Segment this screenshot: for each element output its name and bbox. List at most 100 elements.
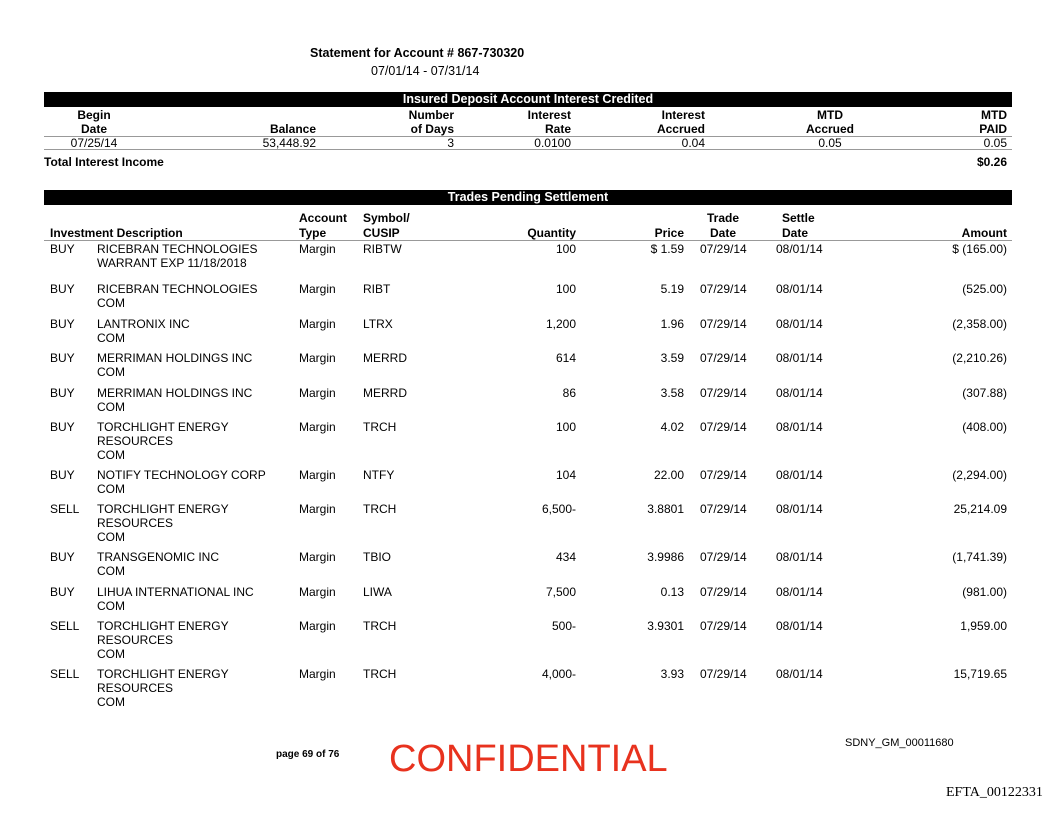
- trade-action: SELL: [50, 667, 80, 681]
- account-type: Margin: [299, 386, 336, 400]
- cell-mtd-accrued: 0.05: [818, 136, 842, 150]
- trade-action: SELL: [50, 619, 80, 633]
- account-type: Margin: [299, 351, 336, 365]
- investment-description: MERRIMAN HOLDINGS INC COM: [97, 351, 252, 379]
- col-symbol-cusip: Symbol/CUSIP: [363, 211, 410, 241]
- amount: (981.00): [962, 585, 1007, 599]
- trades-section-header: Trades Pending Settlement: [44, 190, 1012, 205]
- col-line: Symbol/: [363, 211, 410, 225]
- description-line: RESOURCES: [97, 633, 174, 647]
- quantity: 100: [555, 420, 576, 434]
- description-line: COM: [97, 365, 125, 379]
- account-type: Margin: [299, 420, 336, 434]
- symbol: TBIO: [363, 550, 392, 564]
- account-type: Margin: [299, 619, 336, 633]
- efta-id: EFTA_00122331: [946, 785, 1043, 800]
- divider: [44, 149, 1012, 150]
- trade-action: BUY: [50, 386, 75, 400]
- account-type: Margin: [299, 585, 336, 599]
- amount: $ (165.00): [952, 242, 1007, 256]
- statement-title: Statement for Account # 867-730320: [310, 46, 525, 60]
- col-line: CUSIP: [363, 226, 400, 240]
- trade-date: 07/29/14: [700, 550, 747, 564]
- total-interest-value: $0.26: [976, 155, 1007, 169]
- investment-description: TORCHLIGHT ENERGY RESOURCES COM: [97, 502, 229, 544]
- trade-action: BUY: [50, 550, 75, 564]
- quantity: 434: [555, 550, 576, 564]
- description-line: MERRIMAN HOLDINGS INC: [97, 386, 253, 400]
- description-line: WARRANT EXP 11/18/2018: [97, 256, 247, 270]
- col-interest-accrued: Interest Accrued: [605, 108, 705, 136]
- settle-date: 08/01/14: [776, 502, 823, 516]
- trade-date: 07/29/14: [700, 317, 747, 331]
- trade-action: BUY: [50, 242, 75, 256]
- description-line: TORCHLIGHT ENERGY: [97, 667, 229, 681]
- settle-date: 08/01/14: [776, 619, 823, 633]
- amount: (2,294.00): [952, 468, 1007, 482]
- symbol: MERRD: [363, 386, 407, 400]
- price: 3.8801: [647, 502, 684, 516]
- col-line: Date: [80, 122, 107, 136]
- investment-description: NOTIFY TECHNOLOGY CORP COM: [97, 468, 266, 496]
- cell-balance: 53,448.92: [262, 136, 316, 150]
- settle-date: 08/01/14: [776, 468, 823, 482]
- col-line: Interest: [661, 108, 705, 122]
- document-id: SDNY_GM_00011680: [845, 737, 954, 749]
- amount: (1,741.39): [952, 550, 1007, 564]
- col-price: Price: [654, 226, 684, 240]
- col-line: Begin: [77, 108, 111, 122]
- total-interest-label: Total Interest Income: [44, 155, 164, 169]
- symbol: MERRD: [363, 351, 407, 365]
- cell-mtd-paid: 0.05: [983, 136, 1007, 150]
- trade-date: 07/29/14: [700, 585, 747, 599]
- quantity: 6,500-: [541, 502, 576, 516]
- account-type: Margin: [299, 667, 336, 681]
- price: 5.19: [660, 282, 684, 296]
- col-line: Date: [782, 226, 809, 240]
- description-line: LANTRONIX INC: [97, 317, 190, 331]
- amount: 15,719.65: [953, 667, 1007, 681]
- investment-description: LANTRONIX INC COM: [97, 317, 190, 345]
- col-line: Interest: [527, 108, 571, 122]
- settle-date: 08/01/14: [776, 386, 823, 400]
- col-line: MTD: [817, 108, 843, 122]
- quantity: 86: [562, 386, 576, 400]
- symbol: LIWA: [363, 585, 392, 599]
- col-trade-date: Trade Date: [700, 211, 746, 241]
- col-line: Accrued: [805, 122, 855, 136]
- col-line: MTD: [981, 108, 1007, 122]
- trade-date: 07/29/14: [700, 619, 747, 633]
- quantity: 100: [555, 242, 576, 256]
- price: 0.13: [660, 585, 684, 599]
- description-line: MERRIMAN HOLDINGS INC: [97, 351, 253, 365]
- trade-date: 07/29/14: [700, 420, 747, 434]
- amount: (2,358.00): [952, 317, 1007, 331]
- settle-date: 08/01/14: [776, 550, 823, 564]
- col-line: of Days: [410, 122, 454, 136]
- col-line: Type: [299, 226, 327, 240]
- account-type: Margin: [299, 317, 336, 331]
- amount: (408.00): [962, 420, 1007, 434]
- investment-description: LIHUA INTERNATIONAL INC COM: [97, 585, 254, 613]
- description-line: RESOURCES: [97, 516, 174, 530]
- amount: 1,959.00: [960, 619, 1007, 633]
- description-line: COM: [97, 296, 125, 310]
- price: $ 1.59: [650, 242, 684, 256]
- description-line: COM: [97, 331, 125, 345]
- col-number-of-days: Number of Days: [354, 108, 454, 136]
- quantity: 100: [555, 282, 576, 296]
- investment-description: RICEBRAN TECHNOLOGIES WARRANT EXP 11/18/2…: [97, 242, 257, 270]
- investment-description: TORCHLIGHT ENERGY RESOURCES COM: [97, 420, 229, 462]
- description-line: COM: [97, 647, 125, 661]
- price: 4.02: [660, 420, 684, 434]
- description-line: COM: [97, 448, 125, 462]
- price: 3.9301: [647, 619, 684, 633]
- col-line: Date: [709, 226, 736, 240]
- quantity: 1,200: [545, 317, 576, 331]
- symbol: NTFY: [363, 468, 395, 482]
- trade-date: 07/29/14: [700, 242, 747, 256]
- settle-date: 08/01/14: [776, 351, 823, 365]
- trade-date: 07/29/14: [700, 386, 747, 400]
- col-account-type: Account Type: [299, 211, 347, 241]
